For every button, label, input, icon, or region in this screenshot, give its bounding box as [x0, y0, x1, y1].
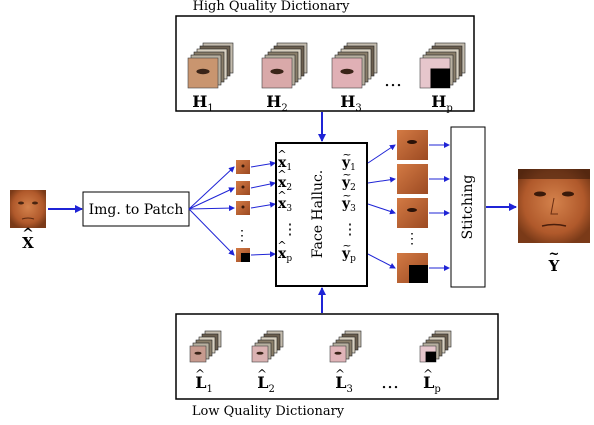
y-tilde-labels: y1~y2~y3~yp~ — [341, 148, 356, 264]
low-dict-accent-3: ^ — [335, 367, 345, 381]
low-dictionary-ellipsis: … — [381, 372, 399, 393]
y-tilde-accent-1: ~ — [342, 148, 351, 161]
low-dict-accent-2: ^ — [257, 367, 267, 381]
low-dictionary-stacks — [189, 330, 452, 363]
output-patches — [397, 130, 428, 283]
x-hat-labels: x1^x2^x3^xp^ — [277, 148, 292, 264]
input-patch-1 — [236, 160, 250, 174]
low-dict-stack-4 — [419, 330, 452, 363]
fan-arrow-1 — [188, 166, 235, 210]
patch-to-x-arrow-4 — [250, 251, 276, 258]
input-patch-2 — [236, 181, 250, 195]
output-label-accent: ~ — [549, 247, 560, 262]
input-label: X — [22, 234, 34, 252]
x-hat-label-3: x3 — [278, 196, 292, 214]
low-dict-label-3: L3 — [335, 373, 353, 395]
x-hat-label-1: x1 — [278, 155, 292, 173]
high-dict-stack-1 — [187, 42, 234, 89]
y-vdots: ⋮ — [343, 220, 358, 238]
high-dictionary-stacks — [187, 42, 466, 89]
output-patches-vdots: ⋮ — [405, 231, 419, 247]
output-patch-3 — [397, 198, 428, 228]
img-to-patch-label: Img. to Patch — [89, 202, 184, 218]
y-tilde-label-1: y1 — [341, 155, 356, 173]
high-dict-label-3: H3 — [340, 92, 362, 114]
patch-to-stitching-arrows — [429, 142, 450, 271]
high-dictionary-labels: H1 H2 H3 Hp — [192, 92, 453, 114]
output-label: Y — [548, 257, 560, 275]
patch-to-x-arrow-1 — [250, 160, 276, 168]
x-hat-label-4: xp — [278, 246, 292, 264]
x-hat-accent-4: ^ — [277, 239, 286, 252]
low-dict-label-4: Lp — [423, 373, 441, 395]
fan-arrow-2 — [188, 187, 235, 210]
low-dict-stack-2 — [251, 330, 284, 363]
x-hat-accent-3: ^ — [277, 189, 286, 202]
y-to-patch-arrow-4 — [367, 253, 396, 269]
output-patch-2 — [397, 164, 428, 194]
high-dict-stack-3 — [331, 42, 378, 89]
x-vdots: ⋮ — [283, 220, 298, 238]
low-dict-stack-3 — [329, 330, 362, 363]
y-to-patch-arrow-2 — [367, 176, 396, 184]
high-dictionary-title: High Quality Dictionary — [193, 0, 351, 14]
x-hat-accent-2: ^ — [277, 168, 286, 181]
x-hat-accent-1: ^ — [277, 148, 286, 161]
high-dict-label-1: H1 — [192, 92, 214, 114]
output-patch-1 — [397, 130, 428, 160]
low-dict-stack-1 — [189, 330, 222, 363]
output-face-image — [518, 169, 590, 243]
high-dict-label-2: H2 — [266, 92, 288, 114]
patch-split-arrows — [188, 166, 235, 256]
fan-arrow-4 — [188, 208, 235, 256]
x-hat-label-2: x2 — [278, 175, 292, 193]
stitching-box — [450, 126, 486, 288]
y-tilde-label-4: yp — [341, 246, 356, 264]
patch-to-x-arrow-3 — [250, 201, 276, 209]
y-to-patch-arrows — [367, 144, 396, 269]
y-tilde-label-3: y3 — [341, 196, 356, 214]
y-tilde-accent-3: ~ — [342, 189, 351, 202]
y-tilde-accent-2: ~ — [342, 168, 351, 181]
input-patch-3 — [236, 201, 250, 215]
input-patches — [236, 160, 250, 262]
low-dict-label-1: L1 — [195, 373, 213, 395]
input-patch-4 — [236, 248, 250, 262]
patch-to-x-arrows — [250, 160, 276, 258]
stitching-label: Stitching — [460, 175, 476, 240]
fan-arrow-3 — [188, 205, 235, 212]
high-dictionary-ellipsis: … — [384, 70, 402, 91]
high-dict-label-4: Hp — [431, 92, 453, 114]
y-to-patch-arrow-1 — [367, 144, 396, 164]
y-to-patch-arrow-3 — [367, 203, 396, 215]
input-label-accent: ^ — [22, 226, 34, 242]
face-halluc-label: Face Halluc. — [310, 170, 326, 259]
y-tilde-label-2: y2 — [341, 175, 356, 193]
output-patch-4 — [397, 253, 428, 283]
input-face-image — [10, 190, 46, 228]
y-tilde-accent-4: ~ — [342, 239, 351, 252]
low-dict-accent-1: ^ — [195, 367, 205, 381]
low-dictionary-title: Low Quality Dictionary — [192, 404, 345, 419]
patch-to-x-arrow-2 — [250, 181, 276, 189]
input-patches-vdots: ⋮ — [235, 228, 249, 244]
high-dict-stack-2 — [261, 42, 308, 89]
face-halluc-box — [275, 142, 368, 287]
high-dict-stack-4 — [419, 42, 466, 89]
low-dict-label-2: L2 — [257, 373, 275, 395]
low-dict-accent-4: ^ — [423, 367, 433, 381]
low-dictionary-labels: L1^ L2^ L3^ Lp^ — [195, 367, 441, 395]
